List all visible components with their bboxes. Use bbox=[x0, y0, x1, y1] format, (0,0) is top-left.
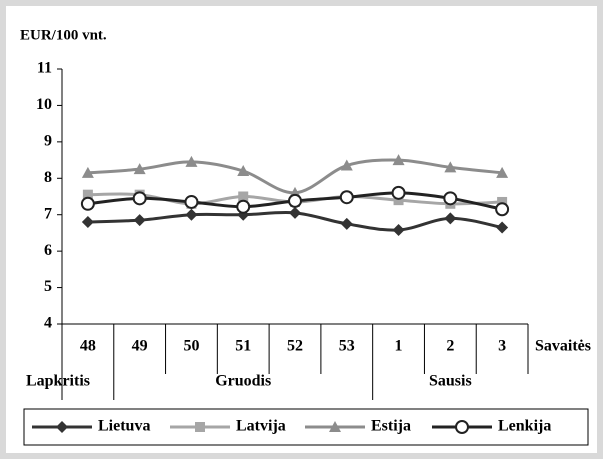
marker bbox=[340, 217, 353, 230]
y-tick-label: 7 bbox=[44, 205, 52, 222]
y-tick-label: 10 bbox=[36, 96, 52, 113]
marker bbox=[444, 212, 457, 225]
x-tick-label: 1 bbox=[395, 338, 403, 355]
marker bbox=[133, 214, 146, 227]
marker bbox=[393, 195, 404, 206]
y-tick-label: 4 bbox=[44, 315, 52, 332]
legend-marker bbox=[329, 421, 341, 432]
marker bbox=[289, 206, 301, 219]
x-group-label: Sausis bbox=[429, 373, 472, 390]
x-axis-label: Savaitės bbox=[535, 338, 591, 355]
x-group-label: Gruodis bbox=[215, 373, 271, 390]
marker bbox=[496, 221, 509, 234]
marker bbox=[185, 208, 198, 221]
x-group-label: Lapkritis bbox=[26, 373, 90, 390]
marker bbox=[80, 196, 95, 211]
marker bbox=[496, 166, 509, 178]
legend-label: Lietuva bbox=[98, 418, 150, 435]
marker bbox=[238, 191, 249, 202]
x-tick-label: 48 bbox=[80, 338, 96, 355]
x-tick-label: 50 bbox=[183, 338, 199, 355]
marker bbox=[495, 202, 510, 217]
legend-marker bbox=[56, 421, 68, 433]
marker bbox=[443, 191, 458, 206]
x-tick-label: 52 bbox=[287, 338, 303, 355]
y-tick-label: 6 bbox=[44, 242, 52, 259]
y-axis-label: EUR/100 vnt. bbox=[20, 27, 107, 43]
marker bbox=[391, 185, 406, 200]
marker bbox=[237, 165, 250, 176]
legend bbox=[23, 408, 589, 446]
y-tick-label: 9 bbox=[44, 133, 52, 150]
marker bbox=[392, 224, 405, 237]
legend-label: Lenkija bbox=[498, 418, 551, 435]
marker bbox=[184, 194, 199, 209]
marker bbox=[81, 166, 94, 178]
x-tick-label: 51 bbox=[235, 338, 251, 355]
x-tick-label: 3 bbox=[498, 338, 506, 355]
marker bbox=[340, 159, 353, 171]
y-tick-label: 5 bbox=[44, 278, 52, 295]
marker bbox=[288, 193, 302, 208]
marker bbox=[339, 190, 354, 205]
marker bbox=[236, 199, 251, 214]
legend-marker bbox=[455, 420, 469, 434]
x-tick-label: 53 bbox=[339, 338, 355, 355]
marker bbox=[132, 191, 147, 206]
marker bbox=[392, 154, 405, 166]
marker bbox=[82, 189, 93, 200]
legend-label: Estija bbox=[371, 418, 411, 435]
marker bbox=[444, 161, 457, 173]
x-tick-label: 49 bbox=[132, 338, 148, 355]
marker bbox=[133, 163, 146, 175]
marker bbox=[497, 196, 508, 207]
y-tick-label: 11 bbox=[37, 60, 52, 77]
legend-label: Latvija bbox=[236, 418, 286, 435]
x-tick-label: 2 bbox=[446, 338, 454, 355]
y-tick-label: 8 bbox=[44, 169, 52, 186]
legend-marker bbox=[195, 422, 205, 432]
marker bbox=[81, 216, 94, 228]
marker bbox=[185, 155, 198, 167]
